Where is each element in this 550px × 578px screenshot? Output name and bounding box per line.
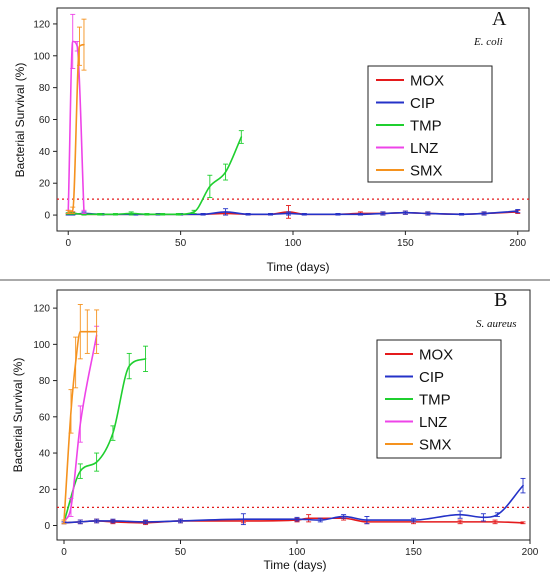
legend-label-smx: SMX bbox=[410, 163, 443, 180]
panel-a: 0 50 100 150 200 0 20 40 60 80 100 120 Time (days) Ba… bbox=[13, 7, 530, 274]
legend: MOX CIP TMP LNZ SMX bbox=[376, 339, 502, 459]
y-tick-label: 40 bbox=[39, 147, 51, 158]
x-tick-label: 0 bbox=[61, 547, 67, 558]
x-tick-label: 150 bbox=[397, 238, 414, 249]
x-tick-label: 50 bbox=[175, 238, 187, 249]
x-tick-label: 100 bbox=[289, 547, 306, 558]
legend: MOX CIP TMP LNZ SMX bbox=[367, 65, 493, 183]
series-mox bbox=[65, 205, 521, 219]
legend-label-tmp: TMP bbox=[419, 392, 451, 409]
legend-label-mox: MOX bbox=[410, 73, 444, 90]
y-axis-title: Bacterial Survival (%) bbox=[11, 358, 25, 473]
y-tick-label: 100 bbox=[33, 51, 50, 62]
plot-frame bbox=[56, 289, 531, 541]
legend-label-mox: MOX bbox=[419, 347, 453, 364]
series-tmp bbox=[65, 130, 244, 216]
y-tick-label: 60 bbox=[39, 115, 51, 126]
series-line-tmp bbox=[67, 136, 243, 216]
organism-label: E. coli bbox=[473, 36, 503, 48]
y-tick-label: 120 bbox=[33, 19, 50, 30]
legend-label-cip: CIP bbox=[410, 95, 435, 112]
series-line-lnz bbox=[63, 334, 98, 523]
y-tick-label: 0 bbox=[44, 521, 50, 532]
y-axis-title: Bacterial Survival (%) bbox=[13, 63, 27, 178]
panel-label: A bbox=[492, 8, 507, 30]
x-axis-title: Time (days) bbox=[267, 260, 330, 274]
y-tick-label: 40 bbox=[39, 449, 51, 460]
legend-label-lnz: LNZ bbox=[410, 140, 438, 157]
legend-label-smx: SMX bbox=[419, 437, 452, 454]
y-tick-label: 80 bbox=[39, 83, 51, 94]
x-tick-label: 200 bbox=[509, 238, 526, 249]
panel-label: B bbox=[494, 289, 507, 311]
y-tick-label: 20 bbox=[39, 485, 51, 496]
x-tick-label: 0 bbox=[65, 238, 71, 249]
y-tick-label: 60 bbox=[39, 412, 51, 423]
y-tick-label: 100 bbox=[33, 340, 50, 351]
series-line-tmp bbox=[63, 358, 147, 523]
y-tick-label: 120 bbox=[33, 304, 50, 315]
y-tick-label: 0 bbox=[44, 211, 50, 222]
series-line-smx bbox=[63, 330, 98, 523]
x-axis-title: Time (days) bbox=[264, 558, 327, 572]
series-line-smx bbox=[67, 43, 85, 213]
series-line-lnz bbox=[67, 40, 85, 213]
y-tick-label: 20 bbox=[39, 179, 51, 190]
x-tick-label: 50 bbox=[175, 547, 187, 558]
legend-label-tmp: TMP bbox=[410, 118, 442, 135]
series-smx bbox=[65, 18, 87, 214]
legend-label-cip: CIP bbox=[419, 369, 444, 386]
legend-label-lnz: LNZ bbox=[419, 414, 447, 431]
y-tick-label: 80 bbox=[39, 376, 51, 387]
series-line-cip bbox=[63, 484, 524, 524]
series-smx bbox=[61, 304, 100, 525]
x-tick-label: 200 bbox=[522, 547, 539, 558]
x-tick-label: 150 bbox=[405, 547, 422, 558]
panel-b: 0 50 100 150 200 0 20 40 60 80 100 120 Time (days) Ba… bbox=[11, 289, 539, 572]
organism-label: S. aureus bbox=[476, 318, 517, 330]
x-tick-label: 100 bbox=[285, 238, 302, 249]
series-cip bbox=[61, 477, 526, 526]
